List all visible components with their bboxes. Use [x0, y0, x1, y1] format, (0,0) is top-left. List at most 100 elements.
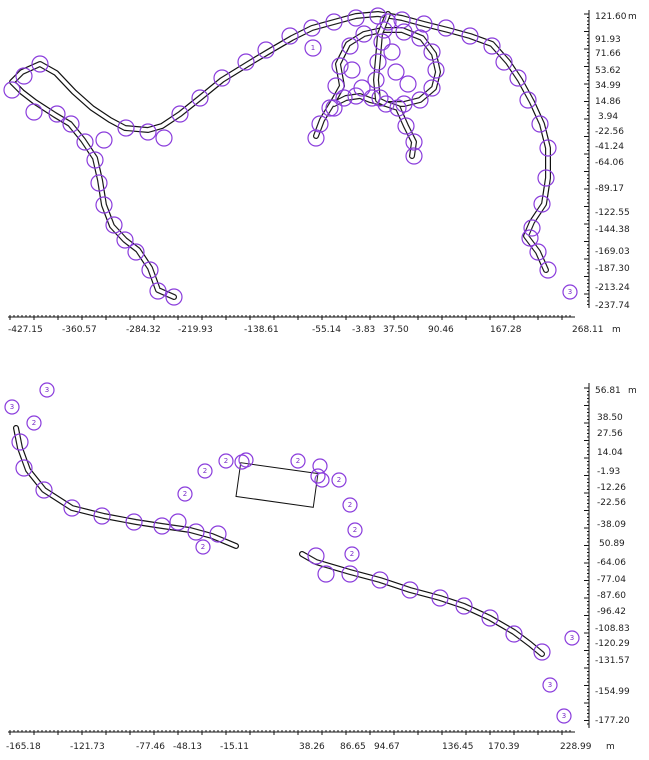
bottom-left-track-fill — [14, 426, 238, 548]
marker-label: 3 — [548, 681, 552, 689]
marker-circle — [169, 513, 187, 531]
marker-circle — [529, 243, 547, 261]
marker-circle — [149, 282, 167, 300]
marker-label: 2 — [201, 543, 205, 551]
marker-label: 3 — [562, 712, 566, 720]
marker-circle — [537, 169, 555, 187]
bottom-y-tick-label-13: -108.83 — [595, 624, 630, 634]
bottom-labeled-markers: 3 3 2 2 2 2 2 2 2 2 2 2 3 3 — [4, 382, 580, 724]
top-x-tick-label-10: 268.11 — [572, 325, 604, 335]
marker-circle — [177, 486, 193, 502]
top-y-tick-label-14: -187.30 — [595, 264, 630, 274]
marker-circle — [341, 37, 359, 55]
top-labeled-markers: 1 3 — [304, 39, 578, 300]
marker-label: 3 — [568, 288, 572, 296]
marker-circle — [437, 19, 455, 37]
top-y-tick-label-6: 3.94 — [598, 112, 618, 122]
marker-circle — [15, 67, 33, 85]
marker-circle — [455, 597, 473, 615]
bottom-x-tick-label-5: 38.26 — [299, 742, 325, 752]
marker-circle — [331, 472, 347, 488]
bottom-y-tick-label-14: -120.29 — [595, 639, 630, 649]
marker-circle — [3, 81, 21, 99]
marker-label: 2 — [183, 490, 187, 498]
bottom-y-tick-label-0: 56.81 — [595, 386, 621, 396]
marker-circle — [139, 123, 157, 141]
top-x-tick-label-1: -360.57 — [62, 325, 97, 335]
marker-circle — [187, 523, 205, 541]
marker-circle — [423, 43, 441, 61]
marker-circle — [347, 522, 363, 538]
marker-circle — [483, 37, 501, 55]
marker-circle — [505, 625, 523, 643]
top-track — [9, 11, 551, 300]
bottom-markers — [11, 433, 551, 661]
top-x-tick-label-4: -138.61 — [244, 325, 279, 335]
bottom-x-tick-label-7: 94.67 — [374, 742, 400, 752]
marker-circle — [353, 79, 371, 97]
top-y-tick-label-8: -41.24 — [595, 142, 624, 152]
top-map: 121.60 m 91.93 71.66 53.62 34.99 14.86 3… — [3, 7, 637, 335]
marker-circle — [317, 565, 335, 583]
marker-label: 2 — [203, 467, 207, 475]
top-x-tick-label-6: -3.83 — [352, 325, 375, 335]
marker-label: 3 — [10, 403, 14, 411]
marker-circle — [399, 75, 417, 93]
top-y-tick-label-10: -89.17 — [595, 184, 624, 194]
marker-label: 3 — [45, 386, 49, 394]
top-main-track-fill — [10, 12, 550, 299]
marker-circle — [461, 27, 479, 45]
bottom-right-track-fill — [300, 552, 544, 656]
bottom-y-tick-label-8: 50.89 — [599, 539, 625, 549]
top-y-tick-label-3: 53.62 — [595, 66, 621, 76]
marker-circle — [15, 459, 33, 477]
marker-circle — [304, 39, 322, 57]
marker-circle — [238, 452, 254, 468]
top-x-unit: m — [612, 325, 621, 335]
marker-circle — [327, 77, 345, 95]
marker-circle — [389, 99, 407, 117]
bottom-x-tick-label-3: -48.13 — [173, 742, 202, 752]
bottom-x-tick-label-6: 86.65 — [340, 742, 366, 752]
marker-label: 1 — [311, 44, 315, 52]
top-y-unit: m — [628, 12, 637, 22]
bottom-x-tick-label-8: 136.45 — [442, 742, 474, 752]
top-x-axis: -427.15 -360.57 -284.32 -219.93 -138.61 … — [8, 315, 621, 335]
marker-circle — [371, 571, 389, 589]
marker-circle — [325, 99, 343, 117]
marker-circle — [95, 196, 113, 214]
bottom-x-tick-label-10: 228.99 — [560, 742, 592, 752]
bottom-y-tick-label-2: 27.56 — [597, 429, 623, 439]
marker-circle — [387, 63, 405, 81]
marker-circle — [533, 643, 551, 661]
top-x-tick-label-0: -427.15 — [8, 325, 43, 335]
marker-circle — [411, 91, 429, 109]
marker-circle — [307, 547, 325, 565]
marker-circle — [383, 43, 401, 61]
marker-circle — [344, 546, 360, 562]
marker-circle — [4, 399, 20, 415]
marker-label: 2 — [337, 476, 341, 484]
top-loop-b-fill — [374, 12, 416, 158]
top-y-tick-label-11: -122.55 — [595, 208, 630, 218]
bottom-y-tick-label-9: -64.06 — [597, 558, 626, 568]
marker-circle — [11, 433, 29, 451]
marker-circle — [521, 229, 539, 247]
marker-circle — [397, 117, 415, 135]
marker-circle — [171, 105, 189, 123]
marker-label: 2 — [350, 550, 354, 558]
marker-circle — [519, 91, 537, 109]
marker-circle — [367, 71, 385, 89]
marker-circle — [117, 119, 135, 137]
marker-label: 2 — [348, 501, 352, 509]
top-y-tick-label-15: -213.24 — [595, 283, 630, 293]
marker-circle — [495, 53, 513, 71]
marker-circle — [342, 497, 358, 513]
bottom-x-tick-label-9: 170.39 — [488, 742, 520, 752]
bottom-y-tick-label-12: -96.42 — [597, 607, 626, 617]
marker-label: 2 — [32, 419, 36, 427]
marker-circle — [35, 481, 53, 499]
marker-circle — [556, 708, 572, 724]
bottom-y-tick-label-3: 14.04 — [597, 448, 623, 458]
bottom-x-tick-label-2: -77.46 — [136, 742, 165, 752]
